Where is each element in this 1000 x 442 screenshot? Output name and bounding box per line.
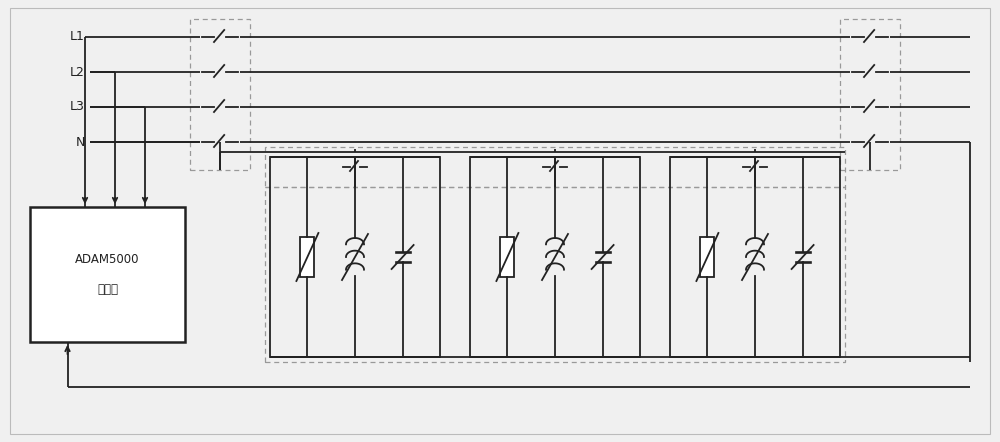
Bar	[265, 187, 845, 362]
Bar	[470, 157, 640, 357]
Bar	[300, 237, 314, 277]
Bar	[265, 147, 845, 187]
Bar	[190, 19, 250, 170]
Bar	[500, 237, 514, 277]
Bar	[840, 19, 900, 170]
Text: L3: L3	[70, 100, 85, 114]
Bar	[670, 157, 840, 357]
Text: L2: L2	[70, 65, 85, 79]
Bar	[700, 237, 714, 277]
Text: ADAM5000: ADAM5000	[75, 253, 140, 266]
Bar	[30, 207, 185, 342]
Text: N: N	[76, 136, 85, 149]
Bar	[270, 157, 440, 357]
Text: 控制器: 控制器	[97, 283, 118, 296]
Text: L1: L1	[70, 30, 85, 43]
